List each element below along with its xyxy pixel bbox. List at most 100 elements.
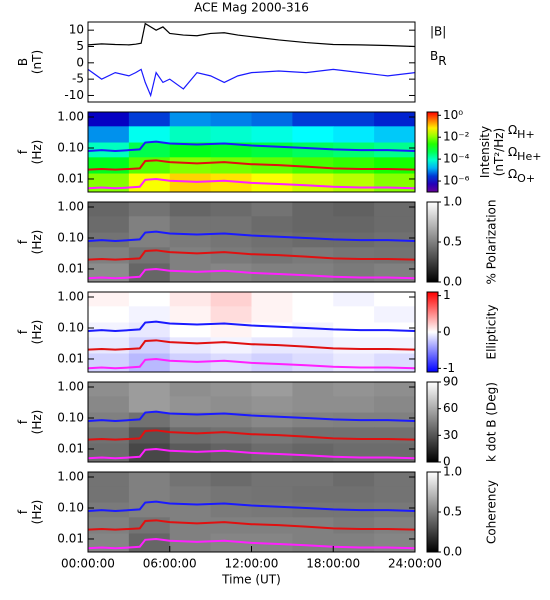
spectrogram-cell	[128, 232, 171, 248]
spectrogram-cell	[292, 232, 334, 248]
legend-label: ΩH+	[508, 123, 535, 142]
spectrogram-cell	[88, 396, 130, 414]
spectrogram-cell	[292, 112, 334, 127]
spectrogram-cell	[88, 337, 130, 355]
spectrogram-cell	[251, 486, 293, 504]
series-line	[88, 339, 415, 351]
spectrogram-cell	[210, 126, 252, 144]
spectrogram-cell	[292, 382, 334, 397]
spectrogram-cell	[88, 306, 130, 324]
y-axis-label: f(Hz)	[15, 140, 43, 165]
x-tick-label: 18:00:00	[306, 557, 360, 571]
y-tick-label: 0.01	[57, 171, 84, 185]
spectrogram-cell	[88, 517, 130, 535]
spectrogram-cell	[169, 427, 212, 445]
colorbar-tick-label: 0.5	[443, 505, 462, 519]
y-tick-label: 1.00	[57, 110, 84, 124]
spectrogram-cell	[333, 533, 375, 552]
spectrogram-cell	[374, 202, 415, 217]
spectrogram-cell	[251, 306, 293, 324]
spectrogram-cell	[374, 216, 415, 234]
series-line	[88, 140, 415, 152]
spectrogram-cell	[292, 126, 334, 144]
spectrogram-cell	[128, 322, 171, 338]
spectrogram-cell	[88, 247, 130, 265]
spectrogram-cell	[292, 502, 334, 518]
spectrogram-cell	[292, 292, 334, 307]
spectrogram-cell	[88, 157, 130, 175]
y-tick-label: 0.01	[57, 531, 84, 545]
spectrogram-cell	[333, 112, 375, 127]
spectrogram-cell	[210, 112, 252, 127]
y-axis-label: B(nT)	[15, 50, 43, 74]
spectrogram-cell	[374, 486, 415, 504]
spectrogram-cell	[292, 142, 334, 158]
series-line	[88, 230, 415, 242]
spectrogram-cell	[128, 173, 171, 192]
spectrogram-cell	[128, 443, 171, 462]
spectrogram-cell	[374, 112, 415, 127]
spectrogram-cell	[128, 412, 171, 428]
plot-area	[88, 472, 415, 552]
colorbar-tick-label: 0.5	[443, 235, 462, 249]
colorbar	[426, 381, 439, 463]
spectrogram-cell	[169, 292, 212, 307]
spectrogram-cell	[128, 502, 171, 518]
spectrogram-cell	[128, 533, 171, 552]
spectrogram-cell	[210, 216, 252, 234]
y-axis-label: f(Hz)	[15, 230, 43, 255]
spectrogram-cell	[374, 517, 415, 535]
spectrogram-cell	[210, 173, 252, 192]
spectrogram-cell	[210, 337, 252, 355]
spectrogram-cell	[333, 202, 375, 217]
x-tick-label: 06:00:00	[143, 557, 197, 571]
spectrogram-cell	[210, 292, 252, 307]
spectrogram-cell	[210, 486, 252, 504]
plot-frame	[87, 291, 416, 373]
plot-frame	[87, 381, 416, 463]
spectrogram-cell	[374, 263, 415, 282]
spectrogram-cell	[374, 337, 415, 355]
spectrogram-cell	[374, 247, 415, 265]
spectrogram-cell	[169, 126, 212, 144]
spectrogram-cell	[333, 157, 375, 175]
legend-label: ΩO+	[508, 167, 535, 186]
spectrogram-cell	[169, 517, 212, 535]
y-tick-label: 0	[76, 55, 84, 69]
spectrogram-cell	[210, 202, 252, 217]
plot-area	[88, 202, 415, 282]
spectrogram-cell	[374, 292, 415, 307]
spectrogram-cell	[210, 502, 252, 518]
spectrogram-cell	[210, 472, 252, 487]
spectrogram-cell	[292, 306, 334, 324]
spectrogram-cell	[292, 533, 334, 552]
colorbar-tick-label: 1.0	[443, 465, 462, 479]
spectrogram-cell	[169, 112, 212, 127]
spectrogram-cell	[88, 292, 130, 307]
spectrogram-cell	[292, 157, 334, 175]
spectrogram-cell	[210, 396, 252, 414]
spectrogram-cell	[251, 292, 293, 307]
x-axis-label: Time (UT)	[221, 573, 281, 587]
spectrogram-cell	[292, 517, 334, 535]
spectrogram-cell	[169, 202, 212, 217]
spectrogram-cell	[88, 382, 130, 397]
spectrogram-cell	[292, 173, 334, 192]
spectrogram-cell	[88, 353, 130, 372]
spectrogram-cell	[88, 472, 130, 487]
spectrogram-cell	[88, 173, 130, 192]
spectrogram-cell	[210, 263, 252, 282]
colorbar-tick-label: 1.0	[443, 195, 462, 209]
series-line	[88, 500, 415, 512]
y-axis-label: f(Hz)	[15, 410, 43, 435]
spectrogram-cell	[251, 396, 293, 414]
spectrogram-cell	[128, 396, 171, 414]
plot-area	[88, 112, 415, 192]
y-tick-label: 5	[76, 39, 84, 53]
spectrogram-cell	[169, 472, 212, 487]
spectrogram-cell	[169, 216, 212, 234]
spectrogram-cell	[292, 353, 334, 372]
spectrogram-cell	[88, 202, 130, 217]
spectrogram-cell	[210, 142, 252, 158]
